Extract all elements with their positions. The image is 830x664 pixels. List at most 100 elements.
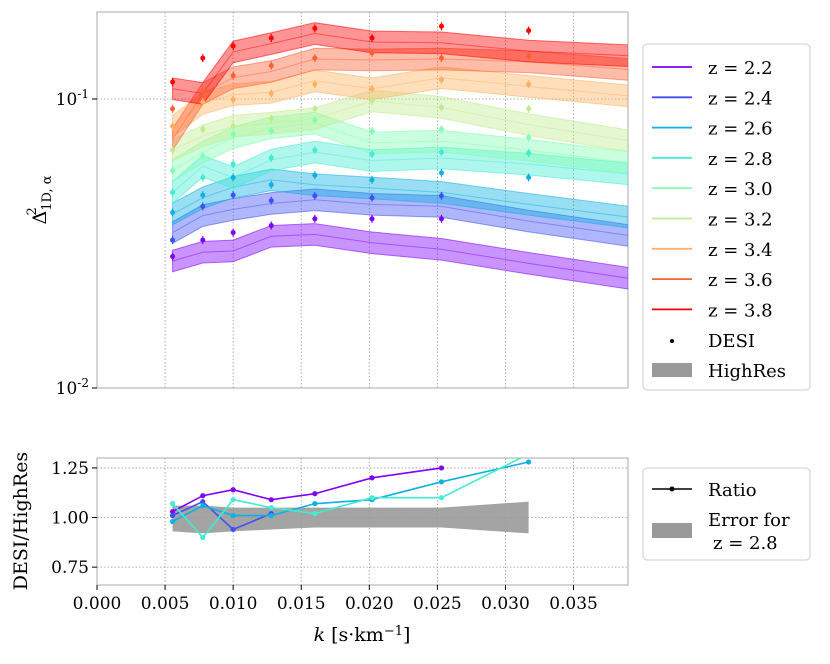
ratio-point-3-2: [230, 497, 236, 503]
desi-point-3-6: [438, 149, 444, 155]
highres-band-6: [172, 66, 628, 139]
desi-point-6-5: [369, 86, 375, 92]
ratio-point-0-0: [169, 508, 176, 515]
desi-point-3-0: [170, 189, 176, 195]
desi-point-1-6: [438, 193, 444, 199]
legend-label-1: z = 2.4: [708, 88, 773, 109]
legend-label-5: z = 3.2: [708, 210, 773, 231]
desi-point-3-1: [200, 175, 206, 181]
bottom-panel: 0.751.001.25 0.000 0.005 0.010 0.015 0.020 0.…: [10, 451, 629, 646]
legend-ratio-label: Ratio: [708, 480, 757, 501]
desi-point-5-4: [312, 106, 318, 112]
bottom-legend: Ratio Error for z = 2.8: [642, 467, 811, 561]
desi-point-2-5: [369, 177, 375, 183]
desi-point-7-1: [200, 88, 206, 94]
desi-point-1-3: [268, 198, 274, 204]
desi-point-0-2: [230, 230, 236, 236]
desi-point-0-4: [312, 216, 318, 222]
ratio-point-3-6: [438, 495, 445, 501]
ratio-point-3-7: [526, 451, 531, 456]
x-axis-label: k [s·km−1]: [314, 624, 411, 646]
legend-desi-label: DESI: [708, 331, 755, 352]
desi-point-8-6: [438, 23, 444, 29]
desi-point-8-3: [268, 35, 274, 41]
x-tick-label-2: 0.010: [209, 594, 258, 614]
ratio-point-2-3: [268, 512, 274, 519]
desi-point-2-4: [312, 172, 318, 178]
desi-point-6-0: [170, 123, 176, 129]
desi-point-6-3: [268, 90, 274, 96]
desi-point-8-4: [312, 25, 318, 31]
desi-point-7-5: [369, 50, 375, 56]
desi-point-6-1: [200, 99, 206, 105]
desi-point-5-5: [369, 98, 375, 104]
ratio-point-2-4: [312, 501, 318, 507]
desi-point-2-1: [200, 192, 206, 198]
ratio-point-0-3: [268, 497, 274, 503]
highres-center-0: [172, 233, 628, 279]
x-tick-label-3: 0.015: [277, 594, 326, 614]
legend-label-7: z = 3.6: [708, 270, 773, 291]
highres-band-8: [172, 22, 628, 105]
desi-point-0-0: [170, 254, 176, 260]
ratio-point-3-5: [369, 495, 375, 501]
legend-desi-marker: [670, 339, 674, 343]
desi-point-1-1: [200, 203, 206, 209]
ratio-point-3-3: [268, 505, 274, 511]
top-legend-items: z = 2.2 z = 2.4 z = 2.6 z = 2.8 z = 3.0 z = 3…: [652, 58, 773, 321]
ratio-point-0-4: [312, 491, 318, 497]
x-tick-label-5: 0.025: [413, 594, 462, 614]
bottom-ratio-lines: [169, 451, 532, 540]
desi-point-7-4: [312, 55, 318, 61]
desi-point-5-7: [526, 106, 532, 112]
desi-point-4-0: [170, 168, 176, 174]
legend-error-swatch: [652, 523, 692, 538]
desi-point-8-7: [526, 28, 532, 34]
ratio-point-3-0: [169, 501, 176, 507]
legend-label-4: z = 3.0: [708, 179, 773, 200]
desi-point-2-0: [170, 209, 176, 215]
desi-point-5-3: [268, 116, 274, 122]
desi-point-4-4: [312, 117, 318, 123]
desi-point-8-2: [230, 43, 236, 49]
highres-center-2: [172, 179, 628, 218]
highres-center-8: [172, 33, 628, 95]
desi-point-1-4: [312, 193, 318, 199]
desi-point-6-4: [312, 81, 318, 87]
ratio-line-2: [172, 461, 529, 523]
desi-point-5-2: [230, 123, 236, 129]
ratio-point-3-4: [312, 510, 318, 517]
desi-point-6-7: [526, 81, 532, 87]
top-y-tick-label-1: 10-2: [56, 376, 89, 399]
legend-label-2: z = 2.6: [708, 119, 773, 140]
desi-point-3-2: [230, 161, 236, 167]
bottom-y-ticks: 0.75 1.00 1.25: [51, 459, 97, 578]
desi-point-4-6: [438, 126, 444, 132]
x-tick-label-7: 0.035: [549, 594, 598, 614]
top-y-axis-label: Δ1D, α2: [25, 175, 54, 224]
ratio-point-0-2: [230, 487, 236, 493]
desi-point-0-3: [268, 222, 274, 228]
desi-point-2-6: [438, 170, 444, 176]
desi-point-3-5: [369, 151, 375, 157]
desi-point-8-5: [369, 35, 375, 41]
x-tick-label-0: 0.000: [73, 594, 122, 614]
desi-point-2-3: [268, 182, 274, 188]
legend-highres-swatch: [652, 363, 692, 377]
desi-point-3-7: [526, 150, 532, 156]
desi-point-7-3: [268, 63, 274, 69]
desi-point-6-6: [438, 77, 444, 83]
desi-point-1-0: [170, 237, 176, 243]
ratio-point-2-7: [526, 459, 532, 465]
ratio-point-2-0: [169, 518, 176, 525]
bottom-error-band: [172, 501, 529, 534]
legend-ratio-marker: [669, 486, 675, 492]
desi-point-6-2: [230, 97, 236, 103]
highres-band-7: [172, 47, 628, 152]
top-grid: [97, 12, 628, 388]
ratio-point-1-1: [200, 499, 206, 505]
desi-point-5-1: [200, 126, 206, 132]
x-tick-label-1: 0.005: [141, 594, 190, 614]
ratio-point-2-1: [200, 503, 206, 509]
